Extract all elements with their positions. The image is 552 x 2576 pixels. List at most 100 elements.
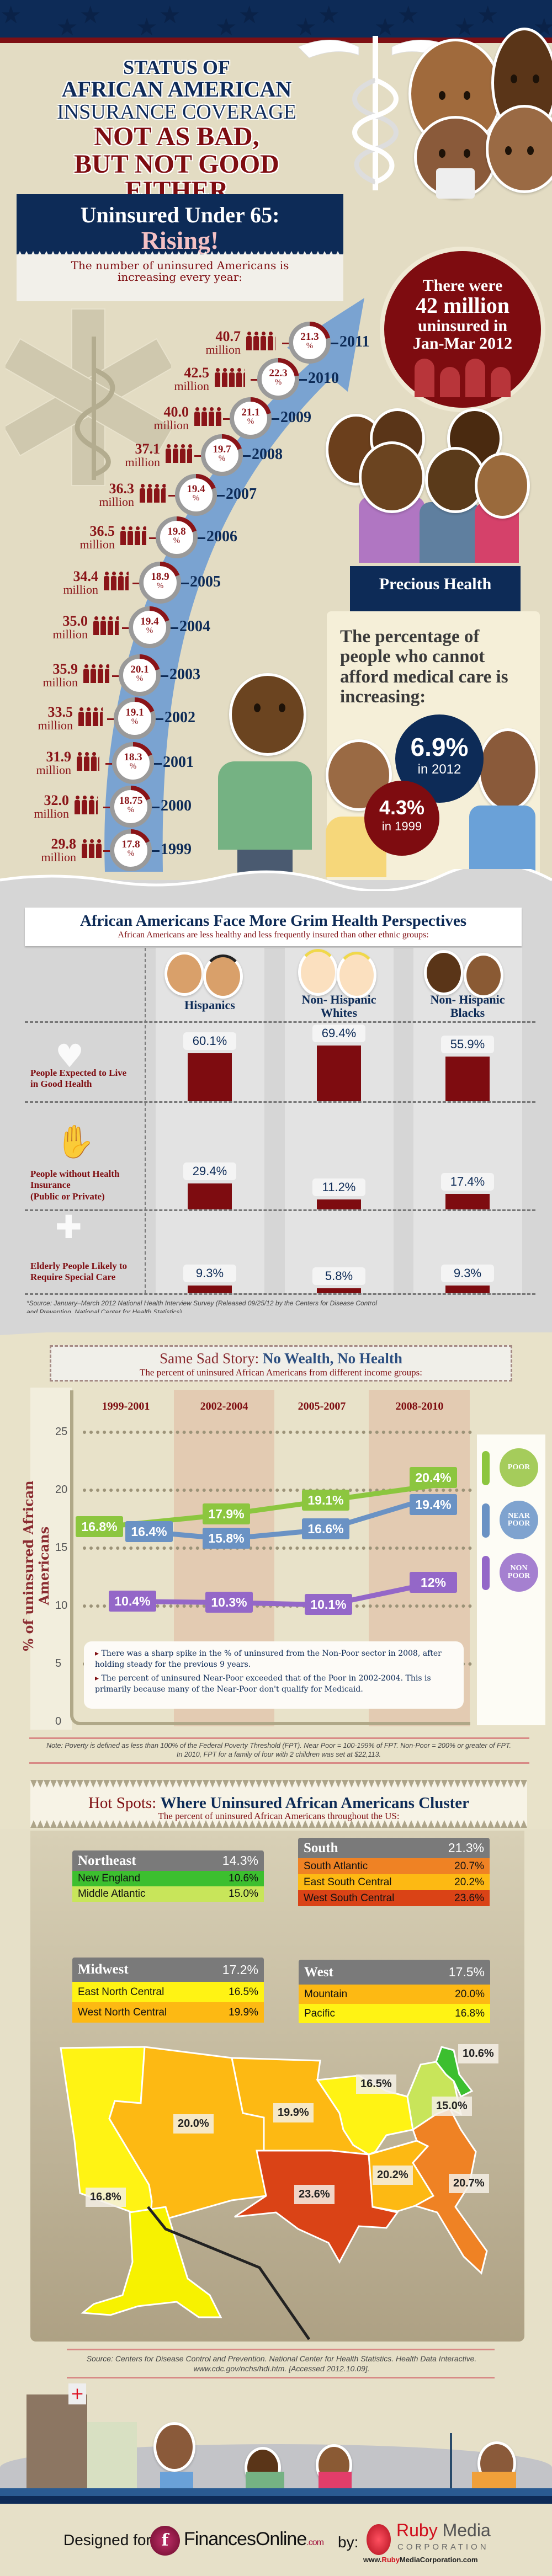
millions-unit: million xyxy=(125,455,160,469)
hospital-building xyxy=(26,2394,87,2491)
callout-42-million: There were 42 million uninsured in Jan-M… xyxy=(380,247,545,412)
percent-ring xyxy=(257,358,299,400)
percent-arc xyxy=(110,829,152,871)
person-icon xyxy=(89,839,94,858)
connector-line xyxy=(181,583,189,584)
hotspots-title-banner: Hot Spots: Where Uninsured African Ameri… xyxy=(30,1780,527,1828)
person-icon xyxy=(125,572,129,590)
connector-line xyxy=(122,627,130,629)
percent-label: 18.3% xyxy=(116,752,150,771)
person-icon xyxy=(180,444,185,463)
title-line-4: NOT AS BAD, xyxy=(94,122,259,151)
uninsured-subtitle-box: The number of uninsured Americans is inc… xyxy=(17,254,343,301)
connector-line xyxy=(152,807,160,808)
us-region-map xyxy=(60,2046,488,2340)
percent-arc xyxy=(175,474,217,516)
person-icon xyxy=(86,707,91,726)
divider-line xyxy=(29,1737,529,1739)
hotspots-subtitle: The percent of uninsured African America… xyxy=(158,1811,400,1821)
millions-unit: million xyxy=(34,807,69,820)
income-title-part2: No Wealth, No Health xyxy=(262,1350,402,1367)
people-icons xyxy=(77,752,99,772)
income-notes-box: ▸ There was a sharp spike in the % of un… xyxy=(84,1641,464,1709)
row-divider xyxy=(25,1293,535,1295)
percent-value: 19.4 xyxy=(140,616,159,627)
connector-line xyxy=(132,583,140,584)
millions-value: 35.0 xyxy=(62,613,88,629)
connector-line xyxy=(282,343,290,344)
uninsured-title: Uninsured Under 65: xyxy=(80,202,280,227)
percent-value: 19.8 xyxy=(167,526,186,537)
map-region-new-england xyxy=(435,2046,474,2098)
connector-line xyxy=(161,675,168,677)
legend: POOR NEAR POOR NON POOR xyxy=(477,1434,545,1725)
finances-online-logo-icon: f xyxy=(150,2526,180,2556)
elderly-man-face-illustration xyxy=(414,116,497,199)
percent-arc xyxy=(129,606,171,648)
connector-line xyxy=(171,627,178,629)
person-icon xyxy=(229,368,235,387)
stars-decoration: ★ ★ ★ ★ ★ ★ ★ ★ ★ ★ ★ ★ ★ ★ xyxy=(0,1,552,40)
percent-value: 17.8 xyxy=(121,839,140,850)
percent-arc xyxy=(139,562,181,604)
year-label: 2009 xyxy=(280,409,311,426)
title-line-1: STATUS OF xyxy=(123,56,230,78)
person-icon xyxy=(118,572,124,590)
zigzag-divider xyxy=(17,251,343,258)
year-label: 2006 xyxy=(206,528,237,545)
person-icon xyxy=(140,484,145,503)
uninsured-highlight: Rising! xyxy=(141,226,219,254)
millions-value: 32.0 xyxy=(44,792,70,808)
percent-ring xyxy=(119,654,161,696)
percent-ring xyxy=(114,697,156,739)
uninsured-timeline: 40.7 million 21.3% 2011 42.5 million 22.3% 2010… xyxy=(0,0,552,883)
percent-value: 19.4 xyxy=(187,483,205,495)
percent-arc xyxy=(110,786,152,828)
person-icon xyxy=(215,368,220,387)
person-icon xyxy=(135,526,140,545)
percent-value: 19.1 xyxy=(125,707,144,718)
star-icon: ★ xyxy=(136,13,158,41)
percent-ring xyxy=(156,516,198,558)
ruby-corporation-label: CORPORATION xyxy=(397,2542,489,2552)
precious-health-title: Precious Health xyxy=(350,566,521,611)
person-icon xyxy=(89,796,94,814)
connector-line xyxy=(217,495,225,497)
millions-unit: million xyxy=(41,850,76,864)
income-title-box: Same Sad Story: No Wealth, No Health The… xyxy=(50,1345,512,1382)
percent-label: 19.7% xyxy=(205,444,238,463)
non-poor-person-icon xyxy=(482,1556,490,1590)
income-subtitle: The percent of uninsured African America… xyxy=(140,1367,422,1378)
person-icon xyxy=(222,368,227,387)
caduceus-icon xyxy=(298,36,453,190)
poor-person-icon xyxy=(482,1451,490,1485)
star-icon: ★ xyxy=(238,1,261,29)
connector-line xyxy=(243,455,251,457)
person-icon xyxy=(105,664,109,683)
ruby-url-link[interactable]: www.RubyMediaCorporation.com xyxy=(363,2556,478,2564)
people-icons xyxy=(215,368,245,388)
percent-value: 19.7 xyxy=(213,444,231,455)
connector-line xyxy=(299,379,307,381)
ruby-media-logo[interactable]: Ruby Media xyxy=(396,2520,491,2540)
people-icons xyxy=(166,444,192,464)
connector-line xyxy=(103,807,111,808)
designed-for-label: Designed for: xyxy=(63,2531,156,2548)
connector-line xyxy=(156,718,163,720)
percent-ring xyxy=(110,829,152,871)
ground-stripe xyxy=(0,2496,552,2504)
percent-value: 18.9 xyxy=(151,571,169,583)
percent-label: 21.1% xyxy=(234,407,267,426)
percent-symbol: % xyxy=(131,717,139,726)
millions-value: 40.7 xyxy=(215,328,241,344)
callout-line-3: uninsured in xyxy=(417,317,508,335)
finances-online-logo[interactable]: FinancesOnline.com xyxy=(184,2529,324,2550)
percent-value: 18.75 xyxy=(119,795,143,807)
star-icon: ★ xyxy=(0,1,22,29)
year-label: 2010 xyxy=(308,370,339,387)
divider-line xyxy=(67,2377,495,2378)
people-icons xyxy=(120,526,146,546)
person-icon xyxy=(91,752,97,771)
divider-line xyxy=(29,1762,529,1764)
people-icons xyxy=(75,796,98,815)
